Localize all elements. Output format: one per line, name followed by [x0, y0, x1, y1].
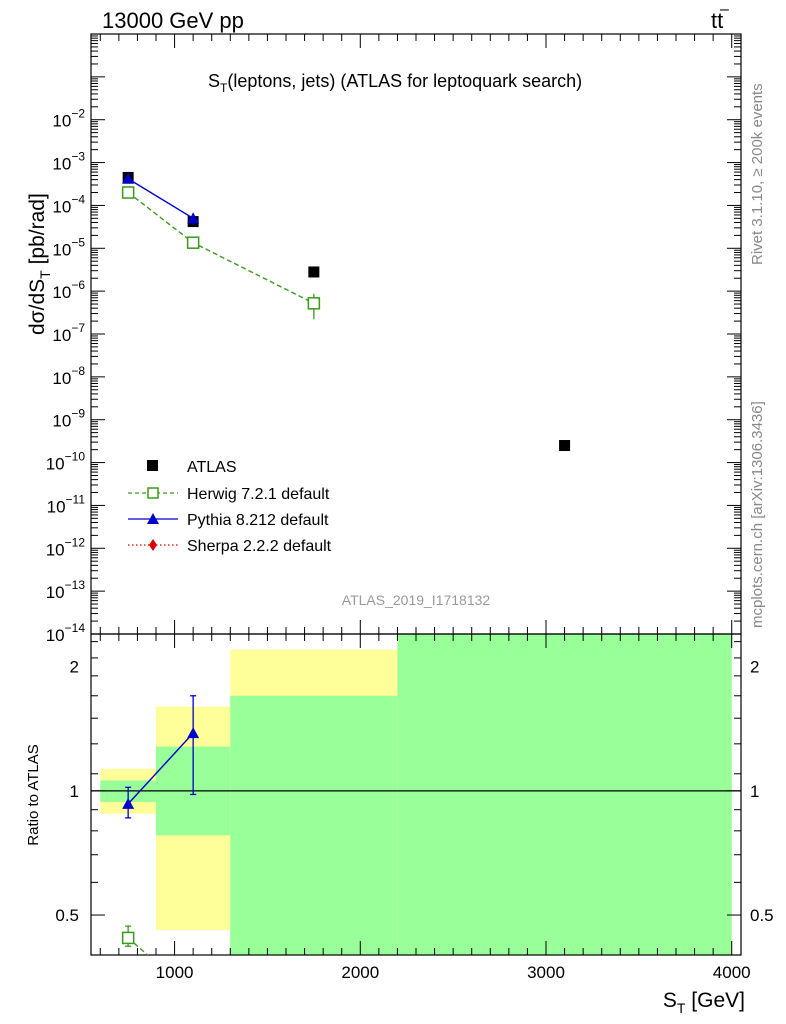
pythia-ratio-point	[122, 797, 135, 809]
main-ytick-label: 10−5	[52, 235, 85, 259]
legend-pythia-label: Pythia 8.212 default	[187, 512, 329, 529]
ratio-ytick-label-right: 2	[750, 658, 759, 677]
chart-title-sub: T	[220, 81, 228, 95]
main-ytick-label-base: 10	[52, 283, 71, 302]
main-ytick-label-exp: −2	[71, 107, 85, 121]
legend-sherpa-marker	[149, 539, 157, 551]
main-ytick-label: 10−11	[47, 492, 86, 516]
ratio-ytick-label-left: 1	[70, 782, 79, 801]
xtick-label: 4000	[713, 963, 751, 982]
xtick-label: 3000	[527, 963, 565, 982]
pythia-point	[122, 172, 135, 184]
main-ytick-label-exp: −10	[65, 450, 86, 464]
main-ytick-label-base: 10	[52, 412, 71, 431]
ratio-series-group	[121, 695, 200, 1000]
data-series	[121, 171, 571, 1000]
main-ytick-label-exp: −7	[71, 321, 85, 335]
main-ytick-label: 10−12	[46, 535, 86, 559]
main-ylabel-a: dσ/dS	[26, 279, 49, 335]
legend: ATLAS Herwig 7.2.1 default Pythia 8.212 …	[128, 459, 332, 555]
main-ytick-label-exp: −6	[71, 278, 85, 292]
pythia-ratio-line	[127, 732, 194, 805]
pythia-point	[187, 212, 200, 224]
main-ytick-label-exp: −12	[65, 535, 86, 549]
xlabel-a: S	[663, 989, 677, 1012]
main-ytick-label-exp: −9	[71, 407, 85, 421]
herwig-point	[307, 297, 321, 310]
chart-title-s: S	[208, 71, 220, 91]
main-ytick-label: 10−6	[52, 278, 85, 302]
main-ytick-label-base: 10	[52, 240, 71, 259]
main-ytick-label-exp: −3	[71, 150, 85, 164]
main-ytick-label-exp: −8	[71, 364, 85, 378]
main-ytick-label-base: 10	[52, 326, 71, 345]
main-ytick-label: 10−8	[52, 364, 85, 388]
analysis-watermark: ATLAS_2019_I1718132	[342, 592, 491, 608]
band-green-3	[397, 634, 732, 955]
main-ytick-label: 10−3	[52, 150, 85, 174]
mcplots-label: mcplots.cern.ch [arXiv:1306.3436]	[749, 401, 766, 628]
herwig-point	[121, 186, 135, 199]
chart-title-rest: (leptons, jets) (ATLAS for leptoquark se…	[227, 71, 582, 91]
ratio-ylabel: Ratio to ATLAS	[25, 744, 42, 845]
herwig-ratio-point	[121, 931, 135, 945]
main-ytick-label: 10−14	[46, 621, 86, 645]
main-ytick-label: 10−4	[52, 192, 85, 216]
main-ytick-label: 10−9	[52, 407, 85, 431]
main-ytick-label-base: 10	[46, 583, 65, 602]
pythia-line	[127, 178, 194, 219]
rivet-label: Rivet 3.1.10, ≥ 200k events	[749, 83, 766, 265]
legend-herwig-marker	[147, 487, 159, 499]
herwig-line	[127, 191, 315, 304]
legend-atlas-marker	[147, 460, 158, 471]
ratio-ytick-label-right: 0.5	[750, 906, 774, 925]
legend-sherpa-label: Sherpa 2.2.2 default	[187, 538, 332, 555]
main-ytick-label-base: 10	[47, 497, 66, 516]
main-ytick-label-exp: −11	[66, 492, 86, 506]
herwig-point	[186, 236, 200, 249]
main-ytick-label-base: 10	[52, 112, 71, 131]
header-ttbar-bar: –	[720, 1, 729, 18]
main-ytick-label: 10−13	[46, 578, 86, 602]
axis-ticks: 10−210−310−410−510−610−710−810−910−1010−…	[46, 33, 774, 982]
main-ytick-label-exp: −4	[71, 192, 85, 206]
herwig-ratio-point	[188, 989, 199, 1000]
main-ylabel-sub: T	[37, 270, 53, 279]
xtick-label: 2000	[341, 963, 379, 982]
main-ytick-label-base: 10	[46, 626, 65, 645]
band-green-2	[230, 695, 398, 955]
ratio-ytick-label-left: 2	[70, 658, 79, 677]
main-ylabel-b: [pb/rad]	[26, 193, 49, 270]
main-ytick-label-exp: −5	[71, 235, 85, 249]
main-ytick-label-base: 10	[46, 455, 65, 474]
xlabel: ST [GeV]	[663, 989, 745, 1016]
xlabel-sub: T	[677, 1000, 686, 1016]
main-ytick-label-base: 10	[46, 540, 65, 559]
atlas-point	[559, 440, 571, 452]
legend-pythia-marker	[147, 513, 159, 524]
main-ytick-label: 10−7	[52, 321, 85, 345]
ratio-bands	[91, 634, 741, 955]
pythia-ratio-point	[187, 727, 200, 739]
header-ttbar: tt	[711, 8, 723, 33]
main-ytick-label-exp: −14	[65, 621, 86, 635]
ratio-ytick-label-right: 1	[750, 782, 759, 801]
main-ylabel: dσ/dST [pb/rad]	[26, 193, 53, 335]
ratio-ytick-label-left: 0.5	[55, 906, 79, 925]
main-ytick-label-exp: −13	[65, 578, 86, 592]
legend-atlas-label: ATLAS	[187, 459, 237, 476]
atlas-point	[308, 266, 320, 278]
main-ytick-label-base: 10	[52, 197, 71, 216]
main-ytick-label: 10−10	[46, 450, 86, 474]
legend-herwig-label: Herwig 7.2.1 default	[187, 486, 330, 503]
header-process: 13000 GeV pp	[102, 8, 244, 33]
xtick-label: 1000	[156, 963, 194, 982]
main-ytick-label: 10−2	[52, 107, 85, 131]
xlabel-b: [GeV]	[685, 989, 745, 1012]
main-ytick-label-base: 10	[52, 369, 71, 388]
chart-title: ST(leptons, jets) (ATLAS for leptoquark …	[208, 71, 582, 95]
main-ytick-label-base: 10	[52, 155, 71, 174]
